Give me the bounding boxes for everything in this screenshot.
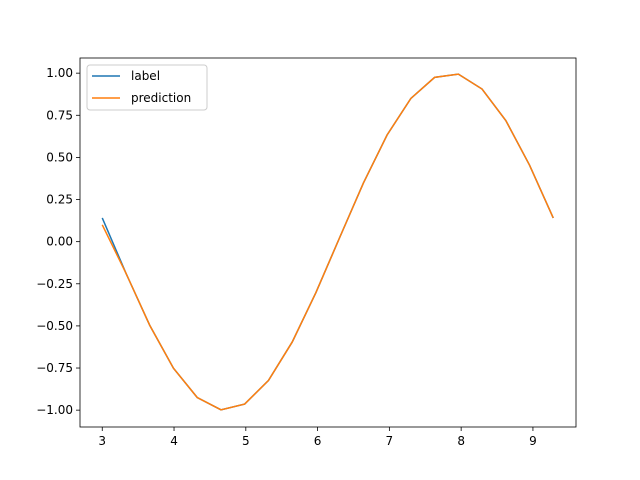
- series-line: [101, 73, 554, 411]
- y-tick-label: 1.00: [46, 66, 73, 80]
- series-line: [101, 73, 554, 411]
- y-tick-label: 0.50: [46, 150, 73, 164]
- plot-frame: [79, 57, 577, 428]
- y-tick-label: −0.25: [36, 277, 73, 291]
- y-tick-label: 0.75: [46, 108, 73, 122]
- x-tick-label: 3: [98, 434, 106, 448]
- y-tick-label: −0.50: [36, 319, 73, 333]
- x-tick-label: 9: [529, 434, 537, 448]
- x-tick-label: 7: [386, 434, 394, 448]
- x-tick-label: 4: [170, 434, 178, 448]
- y-tick-label: −1.00: [36, 403, 73, 417]
- y-tick-label: −0.75: [36, 361, 73, 375]
- y-tick-label: 0.00: [46, 235, 73, 249]
- legend-label: prediction: [131, 91, 191, 105]
- x-tick-label: 5: [242, 434, 250, 448]
- x-tick-label: 6: [314, 434, 322, 448]
- legend-label: label: [131, 69, 160, 83]
- y-tick-label: 0.25: [46, 193, 73, 207]
- x-tick-label: 8: [457, 434, 465, 448]
